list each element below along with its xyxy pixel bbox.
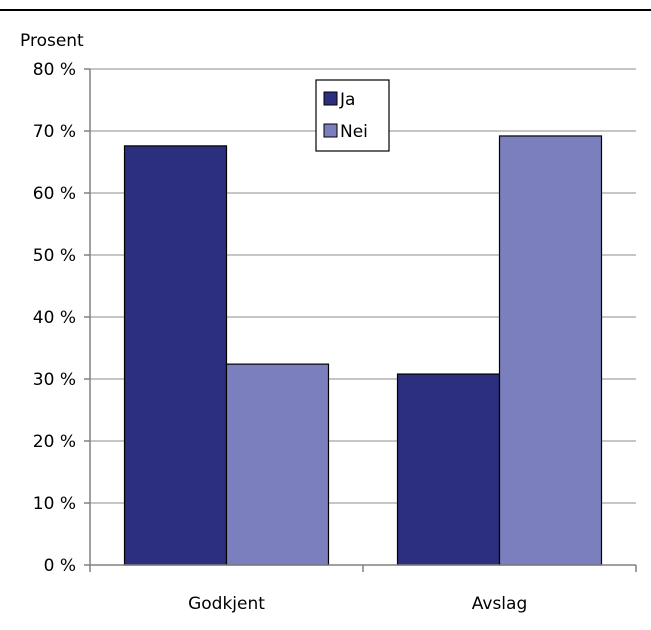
y-tick-label: 50 % <box>33 246 76 266</box>
y-tick-label: 30 % <box>33 370 76 390</box>
bar-ja-godkjent <box>123 145 228 566</box>
y-tick-label: 60 % <box>33 184 76 204</box>
y-tick-label: 10 % <box>33 494 76 514</box>
y-tick-label: 20 % <box>33 432 76 452</box>
bar-ja-avslag <box>396 373 501 566</box>
y-tick-label: 80 % <box>33 60 76 80</box>
y-tick-label: 0 % <box>44 556 76 576</box>
y-tick-labels: 0 % 10 % 20 % 30 % 40 % 50 % 60 % 70 % 80 % <box>33 60 90 576</box>
y-tick-label: 70 % <box>33 122 76 142</box>
x-tick-label: Godkjent <box>188 594 265 614</box>
bar-nei-godkjent <box>225 363 330 566</box>
bar-nei-avslag <box>498 135 603 566</box>
y-tick-label: 40 % <box>33 308 76 328</box>
axes <box>89 69 637 572</box>
legend-label-nei: Nei <box>340 122 368 142</box>
legend-swatch-ja <box>323 91 338 106</box>
legend: Ja Nei <box>315 79 390 152</box>
x-tick-label: Avslag <box>472 594 527 614</box>
y-axis-title: Prosent <box>20 31 84 51</box>
legend-label-ja: Ja <box>339 90 355 110</box>
bars <box>123 135 603 566</box>
legend-swatch-nei <box>323 123 338 138</box>
x-tick-labels: Godkjent Avslag <box>188 594 527 614</box>
